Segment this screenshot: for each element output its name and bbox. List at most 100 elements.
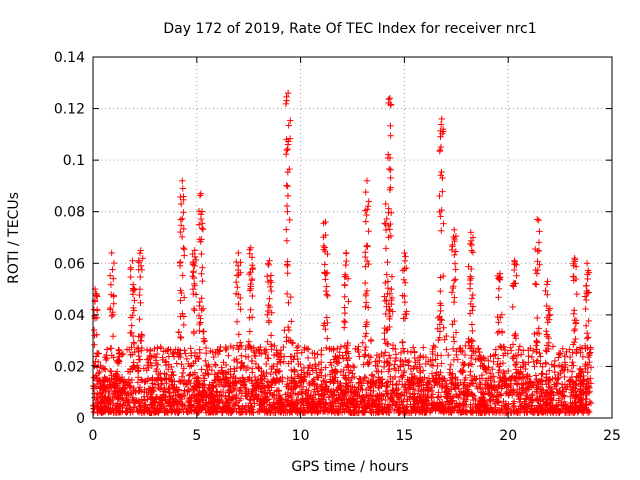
data-point [94, 306, 101, 313]
data-point [481, 364, 488, 372]
data-point [238, 352, 245, 359]
data-point [236, 405, 243, 412]
data-point [339, 401, 346, 408]
data-point [429, 391, 437, 398]
data-point [435, 371, 442, 378]
data-point [334, 345, 341, 352]
data-point [106, 367, 114, 375]
data-point [194, 374, 201, 381]
data-point [190, 305, 198, 313]
data-point [291, 390, 299, 397]
data-point [179, 369, 187, 377]
data-point [128, 322, 135, 329]
data-point [509, 303, 516, 311]
data-point [273, 351, 280, 358]
data-point [293, 396, 300, 404]
data-point [365, 227, 372, 235]
data-point [295, 360, 302, 368]
data-point [518, 389, 525, 397]
data-point [531, 363, 538, 370]
data-point [341, 293, 348, 301]
data-point [561, 353, 569, 360]
data-point [382, 349, 389, 356]
data-point [343, 344, 350, 352]
data-point [202, 344, 210, 352]
data-point [511, 402, 518, 410]
data-point [378, 350, 385, 358]
data-point [438, 227, 445, 234]
data-point [266, 295, 273, 302]
data-point [459, 347, 466, 355]
data-point [287, 117, 294, 124]
data-point [155, 384, 162, 391]
data-point [364, 202, 372, 210]
peak-point-14 [382, 200, 389, 208]
data-point [362, 290, 370, 298]
data-point [495, 398, 502, 406]
data-point [129, 332, 137, 340]
data-point [587, 364, 595, 371]
data-point [103, 346, 111, 353]
peak-point-4 [179, 177, 186, 184]
data-point [271, 342, 278, 350]
data-point [422, 387, 429, 394]
data-point [169, 368, 176, 376]
data-point [361, 279, 369, 287]
data-point [515, 346, 522, 354]
data-point [572, 335, 579, 343]
data-point [567, 393, 574, 400]
data-point [285, 299, 292, 306]
data-point [461, 351, 469, 359]
data-point [437, 213, 444, 220]
data-point [162, 347, 170, 354]
data-point [468, 390, 475, 397]
data-point [210, 353, 217, 361]
data-point [472, 356, 479, 363]
data-point [172, 346, 179, 353]
data-point [137, 299, 144, 306]
data-point [397, 349, 405, 357]
data-point [288, 353, 295, 360]
data-point [537, 353, 544, 360]
data-point [268, 287, 275, 295]
data-point [362, 218, 369, 225]
data-point [179, 185, 186, 192]
data-point [284, 269, 291, 277]
data-point [166, 389, 173, 397]
data-point [561, 373, 568, 381]
data-point [341, 324, 348, 331]
data-point [545, 345, 552, 353]
data-point [264, 354, 271, 362]
data-point [467, 273, 474, 280]
data-point [96, 368, 103, 376]
data-point [445, 351, 452, 359]
data-point [168, 363, 175, 371]
data-point [170, 349, 178, 357]
data-point [428, 370, 436, 377]
data-point [285, 360, 292, 367]
data-point [401, 299, 409, 306]
data-point [309, 349, 316, 357]
data-point [573, 290, 581, 298]
data-point [351, 384, 358, 391]
data-point [120, 397, 127, 405]
data-point [401, 279, 409, 286]
data-point [352, 345, 359, 352]
data-point [500, 343, 508, 351]
data-point [533, 270, 541, 277]
data-point [144, 361, 151, 369]
data-point [294, 355, 301, 363]
data-point [356, 375, 363, 382]
data-point [586, 350, 593, 357]
data-point [469, 291, 477, 299]
data-point [199, 277, 206, 285]
data-point [285, 122, 292, 129]
data-point [106, 272, 114, 279]
data-point [247, 306, 254, 313]
data-point [509, 341, 517, 348]
data-point [364, 360, 372, 367]
data-point [516, 398, 524, 406]
data-point [202, 357, 209, 365]
data-point [130, 359, 137, 366]
data-point [288, 318, 295, 325]
